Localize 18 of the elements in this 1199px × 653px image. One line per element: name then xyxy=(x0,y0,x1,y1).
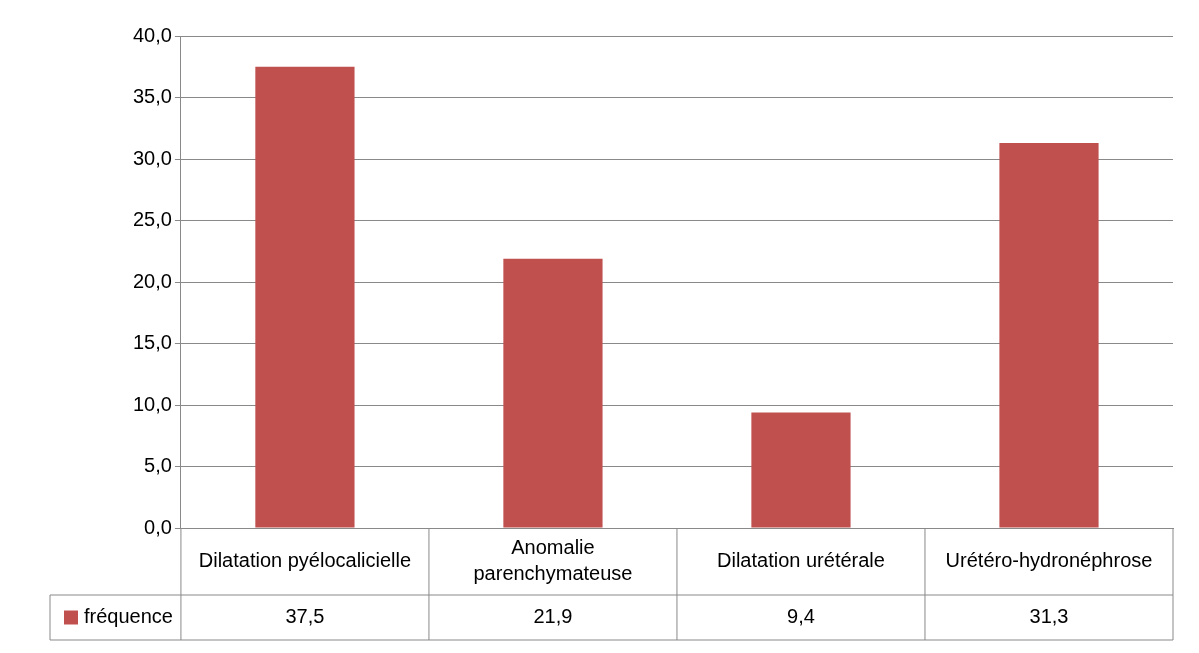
x-tick-label: Dilatation pyélocalicielle xyxy=(198,549,412,572)
x-tick-label: Dilatation urétérale xyxy=(717,549,885,572)
data-label: 9,4 xyxy=(787,605,815,628)
legend-label: fréquence xyxy=(84,605,173,628)
data-label: 37,5 xyxy=(285,605,325,628)
y-tick-label: 40,0 xyxy=(132,23,172,46)
x-tick-label: Urétéro-hydronéphrose xyxy=(945,549,1153,572)
y-tick-label: 5,0 xyxy=(144,454,172,477)
x-tick-label: Anomalie parenchymateuse xyxy=(473,536,633,585)
data-label: 31,3 xyxy=(1029,605,1069,628)
y-tick-label: 15,0 xyxy=(132,331,172,354)
y-tick-label: 25,0 xyxy=(132,208,172,231)
y-tick-label: 0,0 xyxy=(144,515,172,538)
data-label: 21,9 xyxy=(533,605,573,628)
y-tick-label: 10,0 xyxy=(132,392,172,415)
y-tick-label: 20,0 xyxy=(132,269,172,292)
y-tick-label: 30,0 xyxy=(132,146,172,169)
y-tick-label: 35,0 xyxy=(132,85,172,108)
